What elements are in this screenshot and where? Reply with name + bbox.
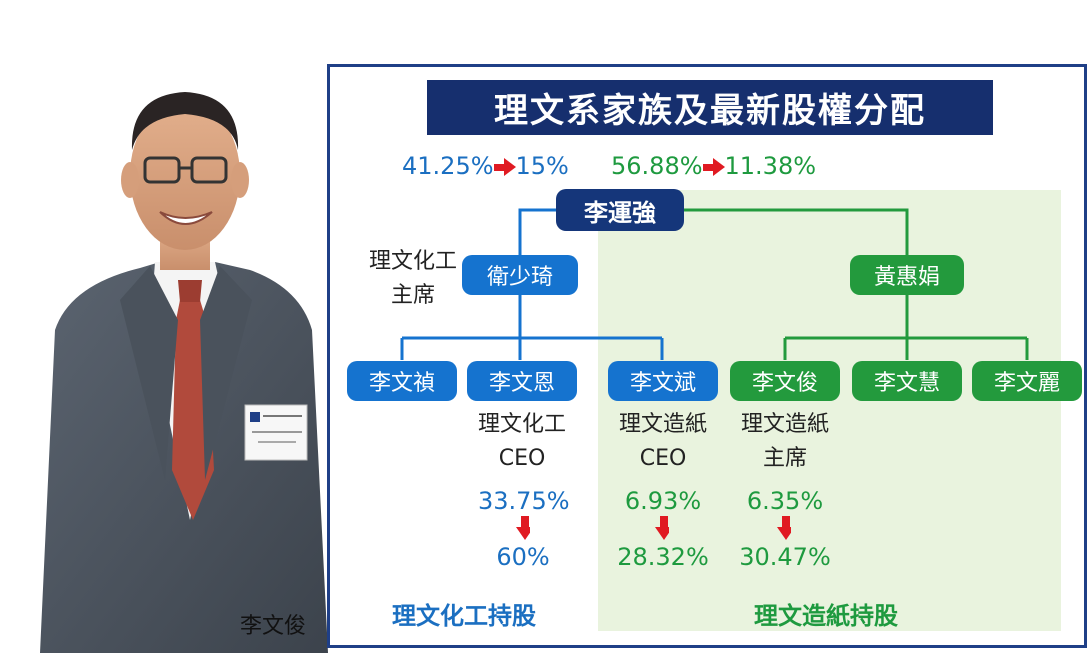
down-arrow-icon (777, 516, 791, 540)
holding-3-from: 6.35% (746, 487, 824, 515)
footer-left: 理文化工持股 (392, 602, 536, 630)
top-left-from: 41.25% (402, 152, 494, 180)
top-right-from: 56.88% (611, 152, 703, 180)
chart-title: 理文系家族及最新股權分配 (427, 80, 993, 135)
role-child-3-title: CEO (639, 446, 687, 471)
holding-2-to: 28.32% (617, 543, 709, 571)
spouse-left-role: 理文化工 主席 (363, 245, 463, 313)
role-child-2-title: CEO (498, 446, 546, 471)
down-arrow-icon (516, 516, 530, 540)
holding-2-from: 6.93% (624, 487, 702, 515)
node-spouse-right: 黃惠娟 (850, 255, 964, 295)
portrait-photo (40, 92, 328, 653)
role-child-2: 理文化工 CEO (462, 408, 582, 476)
node-child-1: 李文禎 (347, 361, 457, 401)
node-child-2: 李文恩 (467, 361, 577, 401)
node-child-5: 李文慧 (852, 361, 962, 401)
spouse-left-role-line2: 主席 (390, 283, 435, 308)
down-arrow-icon (655, 516, 669, 540)
role-child-4: 理文造紙 主席 (725, 408, 845, 476)
holding-3-to: 30.47% (739, 543, 831, 571)
node-child-4: 李文俊 (730, 361, 840, 401)
holding-1-to: 60% (496, 543, 550, 571)
role-child-3: 理文造紙 CEO (603, 408, 723, 476)
node-root: 李運強 (556, 189, 684, 231)
node-child-6: 李文麗 (972, 361, 1082, 401)
green-section-background (598, 190, 1061, 631)
photo-caption: 李文俊 (240, 614, 307, 639)
node-child-3: 李文斌 (608, 361, 718, 401)
node-spouse-left: 衛少琦 (462, 255, 578, 295)
role-child-4-company: 理文造紙 (740, 412, 829, 437)
top-left-to: 15% (515, 152, 569, 180)
top-left-change: 41.25% 15% (402, 152, 569, 180)
role-child-4-title: 主席 (762, 446, 807, 471)
holding-1-from: 33.75% (478, 487, 570, 515)
top-right-to: 11.38% (724, 152, 817, 180)
spouse-left-role-line1: 理文化工 (368, 249, 457, 274)
role-child-3-company: 理文造紙 (618, 412, 707, 437)
role-child-2-company: 理文化工 (477, 412, 566, 437)
top-right-change: 56.88% 11.38% (611, 152, 816, 180)
footer-right: 理文造紙持股 (754, 602, 898, 630)
right-arrow-icon (702, 152, 725, 180)
right-arrow-icon (493, 152, 516, 180)
